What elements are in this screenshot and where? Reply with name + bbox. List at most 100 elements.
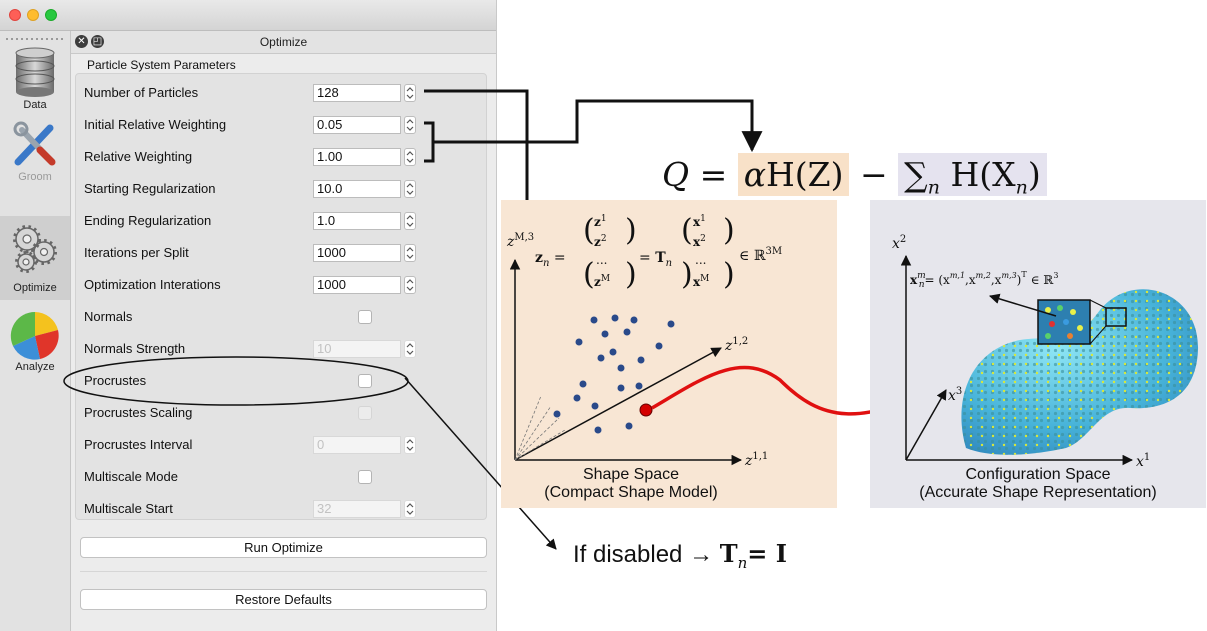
- pie-chart-icon: [10, 311, 59, 360]
- param-input-ending-regularization[interactable]: 1.0: [313, 212, 401, 230]
- shape-space-caption: Shape Space (Compact Shape Model): [501, 466, 761, 502]
- eq-hx-close: ): [1027, 155, 1041, 194]
- param-stepper-relative-weighting[interactable]: [404, 148, 416, 166]
- param-label-procrustes-interval: Procrustes Interval: [84, 437, 193, 452]
- caption-line: (Accurate Shape Representation): [919, 484, 1157, 501]
- param-input-normals-strength: 10: [313, 340, 401, 358]
- param-label-normals: Normals: [84, 309, 133, 324]
- chevron-up-down-icon: [406, 119, 414, 131]
- axis-label-right: z1,1: [744, 451, 768, 469]
- zoom-source-box: [1105, 307, 1127, 327]
- shape-space-panel: zM,3 z1,2 z1,1 zn = ( ( ) ) z1 z2 ... zM…: [501, 200, 837, 508]
- param-label-initial-relative-weighting: Initial Relative Weighting: [84, 117, 227, 132]
- param-input-initial-relative-weighting[interactable]: 0.05: [313, 116, 401, 134]
- z-entry-3: ...: [596, 253, 607, 267]
- eq-alpha: α: [743, 155, 767, 194]
- param-checkbox-normals[interactable]: [358, 310, 372, 324]
- param-input-relative-weighting[interactable]: 1.00: [313, 148, 401, 166]
- svg-text:(: (: [681, 213, 693, 248]
- close-panel-button[interactable]: ✕: [75, 35, 88, 48]
- param-stepper-iterations-per-split[interactable]: [404, 244, 416, 262]
- application-window: Data Groom: [0, 0, 497, 631]
- axis-label-x1: x1: [1136, 452, 1150, 470]
- param-label-procrustes-scaling: Procrustes Scaling: [84, 405, 193, 420]
- param-label-number-of-particles: Number of Particles: [84, 85, 199, 100]
- chevron-up-down-icon: [406, 247, 414, 259]
- panel-header: ✕ ◰ Optimize: [71, 31, 496, 54]
- sidebar-item-label: Data: [23, 99, 47, 111]
- param-stepper-optimization-interations[interactable]: [404, 276, 416, 294]
- axis-label-x2: x2: [892, 234, 906, 252]
- chevron-up-down-icon: [406, 503, 414, 515]
- minimize-window-button[interactable]: [27, 9, 39, 21]
- title-bar: [0, 0, 496, 31]
- caption-line: (Compact Shape Model): [544, 484, 718, 501]
- param-input-optimization-interations[interactable]: 1000: [313, 276, 401, 294]
- particle-formula: xm n= (xm,1,xm,2,xm,3)T ∈ ℝ3: [910, 270, 1058, 290]
- objective-equation: Q = αH(Z) − ∑n H(Xn): [662, 153, 1047, 199]
- chevron-up-down-icon: [406, 279, 414, 291]
- restore-defaults-button[interactable]: Restore Defaults: [80, 589, 487, 610]
- param-input-multiscale-start: 32: [313, 500, 401, 518]
- z-entry-2: z2: [594, 234, 607, 249]
- gears-icon: [13, 225, 57, 273]
- eq-q: Q: [662, 155, 690, 194]
- float-panel-button[interactable]: ◰: [91, 35, 104, 48]
- param-stepper-initial-relative-weighting[interactable]: [404, 116, 416, 134]
- z-entry-1: z1: [594, 214, 607, 229]
- sidebar-item-label: Optimize: [13, 282, 57, 294]
- shape-surface: [961, 289, 1199, 455]
- group-title: Particle System Parameters: [87, 58, 236, 72]
- sidebar-item-groom[interactable]: Groom: [0, 118, 70, 190]
- eq-hx: H(X: [950, 155, 1016, 194]
- axis-label-x3: x3: [948, 386, 962, 404]
- divider: [80, 571, 487, 572]
- r-3m: ∈ ℝ3M: [739, 246, 782, 264]
- selected-shape-point: [639, 403, 653, 417]
- shape-vector-equation: zn = ( ( ) ) z1 z2 ... zM = Tn ( ) ) ) x…: [535, 213, 782, 292]
- sidebar-item-data[interactable]: Data: [0, 46, 70, 118]
- close-window-button[interactable]: [9, 9, 21, 21]
- svg-text:): ): [625, 257, 637, 292]
- param-stepper-ending-regularization[interactable]: [404, 212, 416, 230]
- param-input-procrustes-interval: 0: [313, 436, 401, 454]
- eq-sum: ∑: [904, 155, 928, 194]
- sidebar-item-label: Analyze: [15, 361, 55, 373]
- procrustes-note: If disabled → Tn= I: [573, 539, 787, 572]
- param-checkbox-multiscale-mode[interactable]: [358, 470, 372, 484]
- sidebar-item-optimize[interactable]: Optimize: [0, 216, 70, 300]
- axis-label-mid: z1,2: [724, 336, 748, 354]
- param-stepper-number-of-particles[interactable]: [404, 84, 416, 102]
- param-checkbox-procrustes[interactable]: [358, 374, 372, 388]
- eq-config-term: ∑n H(Xn): [898, 153, 1047, 199]
- parameter-group: [75, 73, 487, 520]
- param-input-starting-regularization[interactable]: 10.0: [313, 180, 401, 198]
- caption-line: Shape Space: [582, 466, 680, 483]
- eq-sum-sub: n: [927, 176, 940, 199]
- note-math: Tn= I: [719, 539, 787, 572]
- eq-equals: =: [699, 155, 728, 194]
- param-input-iterations-per-split[interactable]: 1000: [313, 244, 401, 262]
- param-checkbox-procrustes-scaling: [358, 406, 372, 420]
- x-entry-3: ...: [695, 253, 706, 267]
- panel-title: Optimize: [259, 35, 308, 49]
- shape-space-figure: zM,3 z1,2 z1,1 zn = ( ( ) ) z1 z2 ... zM…: [506, 213, 782, 469]
- param-input-number-of-particles[interactable]: 128: [313, 84, 401, 102]
- svg-text:(: (: [583, 257, 595, 292]
- param-label-multiscale-mode: Multiscale Mode: [84, 469, 178, 484]
- run-optimize-button[interactable]: Run Optimize: [80, 537, 487, 558]
- particles-connector: [424, 89, 538, 230]
- weighting-connector: [433, 99, 763, 153]
- svg-text:): ): [681, 257, 693, 292]
- param-stepper-starting-regularization[interactable]: [404, 180, 416, 198]
- shape-points: [553, 314, 675, 434]
- svg-text:(: (: [583, 213, 595, 248]
- sidebar-item-label: Groom: [18, 171, 52, 183]
- sidebar-item-analyze[interactable]: Analyze: [0, 308, 70, 380]
- eq-shape-term: αH(Z): [737, 153, 850, 196]
- zoom-window-button[interactable]: [45, 9, 57, 21]
- param-label-optimization-interations: Optimization Interations: [84, 277, 221, 292]
- database-icon: [15, 47, 55, 97]
- procrustes-connector: [404, 377, 557, 550]
- configuration-space-panel: x2 x3 x1 xm n= (xm,1,xm,2,xm,3)T ∈ ℝ3 Conf…: [870, 200, 1206, 508]
